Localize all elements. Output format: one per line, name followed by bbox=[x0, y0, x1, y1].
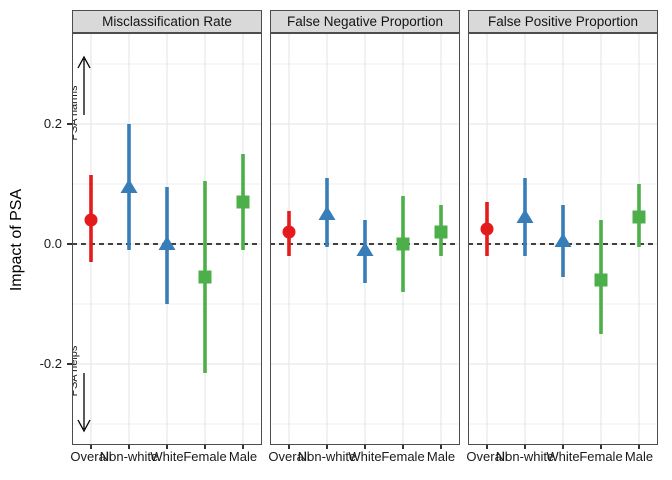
x-tick-mark bbox=[326, 445, 328, 449]
x-tick-label: Male bbox=[426, 449, 456, 464]
point-marker-square bbox=[236, 195, 250, 209]
x-tick-label: Non-white bbox=[297, 449, 357, 464]
x-tick-mark bbox=[90, 445, 92, 449]
psa-helps-label: PSA helps bbox=[72, 345, 80, 396]
x-tick-mark bbox=[288, 445, 290, 449]
point-marker-triangle bbox=[516, 209, 534, 223]
point-marker-square bbox=[434, 225, 448, 239]
panel-border bbox=[468, 33, 658, 445]
panel-border bbox=[270, 33, 460, 445]
point-marker-triangle bbox=[158, 236, 176, 250]
x-tick-label: Overall bbox=[268, 449, 310, 464]
y-tick-label: 0.2 bbox=[43, 116, 62, 132]
facet-panel: Misclassification Rate PSA harms PSA helps bbox=[72, 10, 262, 445]
x-tick-mark bbox=[402, 445, 404, 449]
x-tick-mark bbox=[364, 445, 366, 449]
x-tick-label: Male bbox=[228, 449, 258, 464]
arrow-down-icon bbox=[77, 373, 91, 433]
x-tick-label: White bbox=[546, 449, 580, 464]
plot-area bbox=[468, 33, 658, 445]
x-tick-mark bbox=[486, 445, 488, 449]
point-marker-circle bbox=[480, 222, 494, 236]
x-tick-label: Non-white bbox=[99, 449, 159, 464]
y-tick-label: -0.2 bbox=[39, 356, 62, 372]
x-tick-mark bbox=[128, 445, 130, 449]
x-tick-mark bbox=[204, 445, 206, 449]
x-tick-mark bbox=[166, 445, 168, 449]
arrow-up-icon bbox=[77, 55, 91, 115]
point-marker-circle bbox=[282, 225, 296, 239]
plot-area bbox=[270, 33, 460, 445]
facet-panel: False Negative Proportion bbox=[270, 10, 460, 445]
y-tick-label: 0.0 bbox=[43, 236, 62, 252]
point-marker-square bbox=[594, 273, 608, 287]
x-tick-mark bbox=[638, 445, 640, 449]
point-marker-triangle bbox=[318, 206, 336, 220]
facet-strip-title: False Negative Proportion bbox=[270, 10, 460, 33]
point-marker-square bbox=[632, 210, 646, 224]
facet-panel: False Positive Proportion bbox=[468, 10, 658, 445]
x-tick-label: Female bbox=[381, 449, 425, 464]
facet-strip-title: False Positive Proportion bbox=[468, 10, 658, 33]
x-tick-label: Female bbox=[579, 449, 623, 464]
x-tick-mark bbox=[242, 445, 244, 449]
panel-border bbox=[72, 33, 262, 445]
facet-strip-title: Misclassification Rate bbox=[72, 10, 262, 33]
y-tick-mark bbox=[67, 123, 72, 125]
point-marker-circle bbox=[84, 213, 98, 227]
x-tick-label: Non-white bbox=[495, 449, 555, 464]
x-tick-label: Overall bbox=[70, 449, 112, 464]
x-tick-mark bbox=[562, 445, 564, 449]
x-tick-mark bbox=[600, 445, 602, 449]
x-tick-label: White bbox=[348, 449, 382, 464]
x-tick-label: Overall bbox=[466, 449, 508, 464]
x-tick-label: Female bbox=[183, 449, 227, 464]
y-tick-mark bbox=[67, 363, 72, 365]
x-tick-mark bbox=[524, 445, 526, 449]
point-marker-square bbox=[396, 237, 410, 251]
x-tick-label: Male bbox=[624, 449, 654, 464]
x-tick-mark bbox=[440, 445, 442, 449]
y-tick-mark bbox=[67, 243, 72, 245]
psa-harms-label: PSA harms bbox=[72, 85, 80, 141]
point-marker-triangle bbox=[554, 233, 572, 247]
point-marker-triangle bbox=[120, 179, 138, 193]
point-marker-square bbox=[198, 270, 212, 284]
x-tick-label: White bbox=[150, 449, 184, 464]
plot-area: PSA harms PSA helps bbox=[72, 33, 262, 445]
point-marker-triangle bbox=[356, 242, 374, 256]
